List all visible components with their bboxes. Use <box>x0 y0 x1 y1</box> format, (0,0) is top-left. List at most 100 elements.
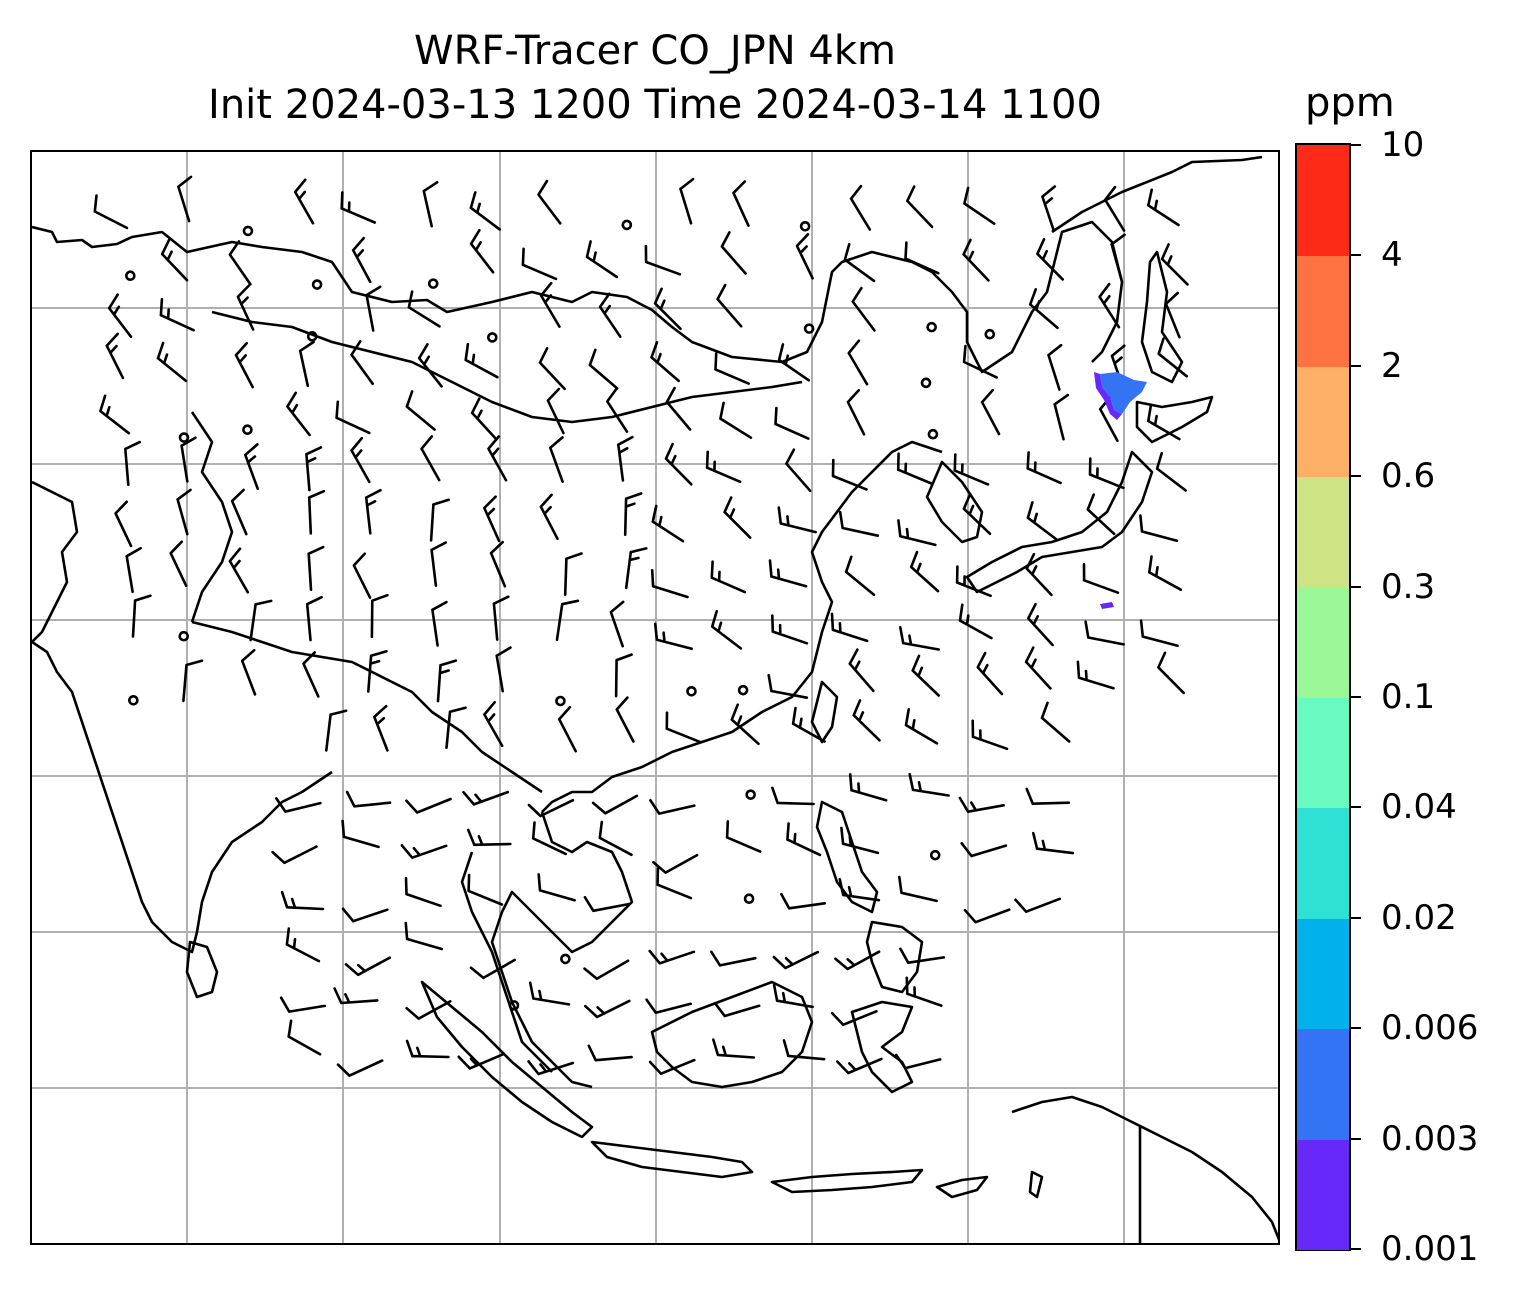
wind-barb <box>649 799 696 815</box>
wind-barb <box>286 391 311 437</box>
wind-barb <box>114 500 133 548</box>
wind-barb <box>1157 651 1185 695</box>
tracer-plume-sakhalin <box>1100 372 1147 414</box>
wind-barb <box>549 436 564 483</box>
wind-barb <box>848 773 888 802</box>
wind-barb <box>462 790 510 806</box>
wind-barb <box>445 706 467 749</box>
wind-barb <box>105 332 125 380</box>
colorbar-tick <box>1351 696 1361 698</box>
wind-barb <box>838 878 881 902</box>
wind-barb <box>527 798 575 818</box>
wind-barb <box>335 400 371 435</box>
graticule <box>32 152 1278 1243</box>
wind-barb <box>772 983 814 1009</box>
colorbar-tick-label: 0.003 <box>1381 1118 1479 1159</box>
wind-barb <box>107 293 133 339</box>
wind-barb <box>1014 897 1062 913</box>
wind-barb <box>609 600 625 648</box>
wind-barb <box>417 343 443 388</box>
wind-barb <box>624 547 648 590</box>
wind-barb <box>489 540 507 588</box>
coastline-hokkaido <box>1135 395 1214 444</box>
wind-barb <box>298 340 315 388</box>
wind-barb <box>953 453 990 486</box>
wind-barb <box>980 388 1001 436</box>
wind-barb <box>588 348 619 390</box>
wind-calm-circle <box>178 432 190 443</box>
wind-barb <box>623 492 643 536</box>
wind-barb <box>785 448 812 493</box>
wind-calm-circle <box>311 279 323 290</box>
wind-calm-circle <box>242 424 253 436</box>
coastline-malay <box>460 851 553 1073</box>
wind-barb <box>469 958 516 980</box>
colorbar-tick-label: 0.04 <box>1381 787 1457 828</box>
wind-barb <box>1084 620 1125 646</box>
wind-barb <box>404 876 442 908</box>
wind-barb <box>467 873 504 906</box>
wind-barb <box>852 699 881 742</box>
wind-barb <box>615 696 635 743</box>
wind-barb <box>732 180 750 227</box>
wind-barb <box>713 1001 761 1018</box>
wind-barb <box>584 999 631 1019</box>
colorbar-tick-label: 0.001 <box>1381 1229 1479 1269</box>
wind-barb <box>1032 831 1075 855</box>
wind-barb <box>236 284 255 331</box>
colorbar-segment <box>1297 1138 1349 1250</box>
wind-barb <box>849 184 872 231</box>
coastline-small-island <box>1028 1170 1044 1199</box>
wind-barb <box>99 394 131 435</box>
colorbar-tick <box>1351 916 1361 919</box>
wind-barb <box>644 244 682 276</box>
wind-barb <box>1160 243 1189 286</box>
wind-barb <box>1047 343 1063 391</box>
wind-barb <box>279 996 326 1013</box>
wind-calm-circle <box>128 695 139 706</box>
wind-barb <box>904 241 940 275</box>
colorbar-tick-label: 0.02 <box>1381 897 1457 938</box>
wind-barb <box>1041 185 1057 232</box>
wind-barb <box>906 185 934 229</box>
wind-barb <box>976 651 1004 696</box>
wind-barb <box>664 442 693 486</box>
map-panel <box>30 150 1280 1245</box>
wind-barb <box>180 436 197 483</box>
wind-barb <box>1040 701 1071 743</box>
wind-barb <box>767 673 809 699</box>
wind-barb <box>271 845 318 865</box>
wind-barb <box>1088 457 1125 490</box>
wind-calm-circle <box>125 270 136 282</box>
wind-barb <box>656 867 693 900</box>
coastline-sulawesi <box>850 1000 914 1094</box>
colorbar-tick <box>1351 475 1361 478</box>
wind-barb <box>156 341 188 383</box>
wind-barb <box>307 489 326 535</box>
wind-barb <box>364 488 382 535</box>
colorbar-segment <box>1297 1028 1349 1140</box>
wind-barb <box>1098 282 1121 329</box>
wind-barb <box>563 552 583 596</box>
wind-barb <box>898 875 938 903</box>
wind-barb <box>169 540 188 587</box>
wind-barb <box>653 622 693 651</box>
wind-barb <box>483 700 504 748</box>
wind-barb <box>521 247 558 281</box>
wind-barb <box>598 820 633 857</box>
wind-barb <box>340 191 377 224</box>
wind-calm-circle <box>242 225 254 237</box>
coastline-sakhalin <box>1140 250 1184 384</box>
wind-barb <box>539 493 559 541</box>
wind-barb <box>714 352 750 385</box>
wind-calm-circle <box>743 893 755 905</box>
wind-barb <box>771 614 809 645</box>
wind-barb <box>464 342 499 379</box>
coastline-srilanka <box>185 940 219 999</box>
wind-barb <box>650 341 680 383</box>
wind-barb <box>1148 555 1183 591</box>
map-subtitle: Init 2024-03-13 1200 Time 2024-03-14 110… <box>208 82 1102 128</box>
wind-barb <box>1110 233 1126 281</box>
wind-barb <box>557 706 577 753</box>
wind-barb <box>771 786 815 806</box>
